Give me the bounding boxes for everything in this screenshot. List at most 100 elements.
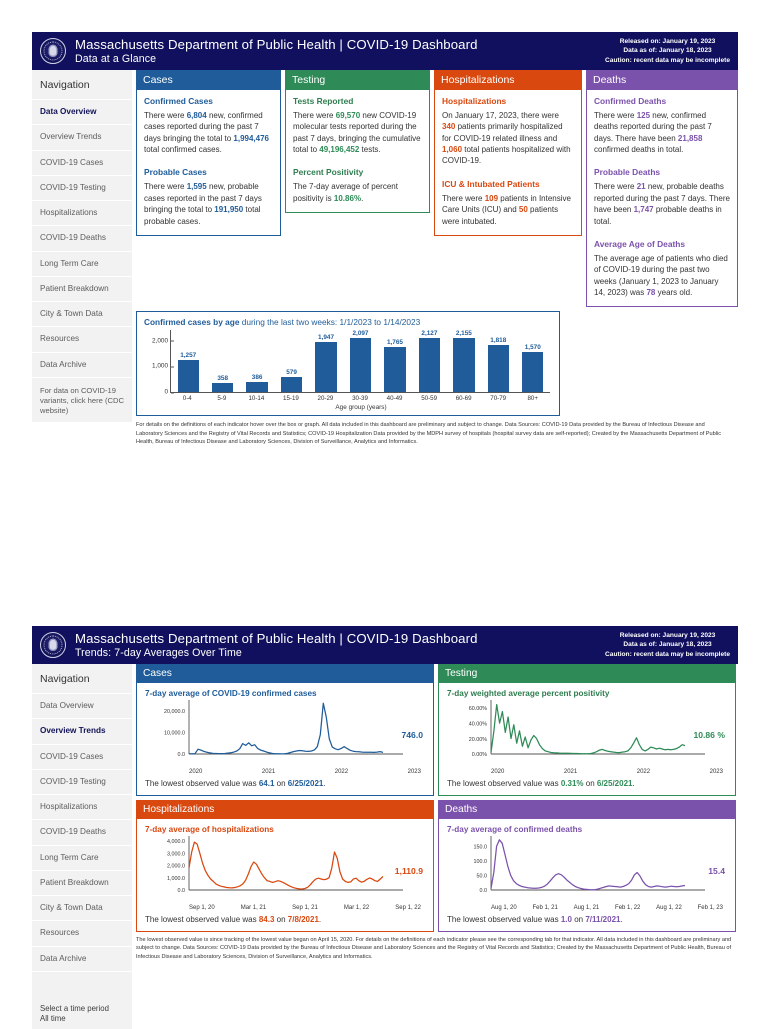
sidebar-item-covid-19-deaths[interactable]: COVID-19 Deaths <box>32 225 132 251</box>
svg-text:0.0: 0.0 <box>178 888 186 894</box>
sidebar-item-patient-breakdown[interactable]: Patient Breakdown <box>32 275 132 301</box>
sidebar-item-long-term-care[interactable]: Long Term Care <box>32 250 132 276</box>
bar-column[interactable]: 579 <box>274 330 308 393</box>
bar-value-label: 1,765 <box>386 338 403 346</box>
bar-chart-x-tick: 40-49 <box>386 395 403 403</box>
bar <box>177 359 199 393</box>
sidebar-item-overview-trends[interactable]: Overview Trends <box>32 124 132 150</box>
bar-chart-x-tick: 80+ <box>527 395 538 403</box>
percent-positivity-value: 10.86 <box>333 193 354 203</box>
trend-card-testing: Testing 7-day weighted average percent po… <box>438 664 736 796</box>
svg-text:0.00%: 0.00% <box>472 752 487 758</box>
sidebar-item-long-term-care[interactable]: Long Term Care <box>32 844 132 870</box>
tests-reported-text: There were 69,570 new COVID-19 molecular… <box>293 111 421 155</box>
sidebar-item-city-town-data[interactable]: City & Town Data <box>32 895 132 921</box>
trend-x-tick: 2021 <box>563 769 578 775</box>
bar-value-label: 1,570 <box>524 343 541 351</box>
bar-chart-x-axis: 0-4 5-9 10-14 15-19 20-29 30-39 40-49 50-59 60-6… <box>170 395 550 402</box>
trend-card-header: Cases <box>137 665 433 683</box>
bar <box>487 345 509 393</box>
bar-column[interactable]: 1,947 <box>309 330 343 393</box>
header-title: Massachusetts Department of Public Healt… <box>75 36 478 52</box>
sidebar-item-covid-19-testing[interactable]: COVID-19 Testing <box>32 174 132 200</box>
sidebar-item-data-overview[interactable]: Data Overview <box>32 693 132 719</box>
trend-chart-title: 7-day weighted average percent positivit… <box>447 689 610 698</box>
header-titles: Massachusetts Department of Public Healt… <box>75 631 478 659</box>
bar <box>349 338 372 393</box>
trend-chart-title: 7-day average of confirmed deaths <box>447 825 583 834</box>
svg-text:100.0: 100.0 <box>474 859 488 865</box>
sidebar-item-resources[interactable]: Resources <box>32 920 132 946</box>
sidebar-item-resources[interactable]: Resources <box>32 326 132 352</box>
trend-x-tick: Sep 1, 21 <box>292 905 318 911</box>
time-period-select[interactable]: All time <box>40 1013 66 1023</box>
sidebar-item-data-archive[interactable]: Data Archive <box>32 351 132 377</box>
intubated-value: 50 <box>518 205 528 215</box>
bar-column[interactable]: 2,127 <box>412 330 446 393</box>
sidebar-item-covid-19-cases[interactable]: COVID-19 Cases <box>32 743 132 769</box>
sidebar-item-hospitalizations[interactable]: Hospitalizations <box>32 794 132 820</box>
percent-positivity-title: Percent Positivity <box>293 167 364 178</box>
svg-text:50.0: 50.0 <box>477 874 488 880</box>
probable-cases-new-value: 1,595 <box>186 182 207 192</box>
bar-value-label: 358 <box>217 375 229 383</box>
trend-x-tick: Sep 1, 20 <box>189 905 215 911</box>
sidebar-item-covid-19-testing[interactable]: COVID-19 Testing <box>32 768 132 794</box>
hosp-primary-value: 340 <box>442 122 456 132</box>
bar-column[interactable]: 358 <box>205 330 239 393</box>
bar-column[interactable]: 1,257 <box>171 330 205 393</box>
trend-plot-area: 0.0 50.0 100.0 150.0 15.4 <box>447 836 727 904</box>
probable-deaths-new-value: 21 <box>636 182 646 192</box>
bar-column[interactable]: 1,818 <box>481 330 515 393</box>
bar-column[interactable]: 386 <box>240 330 274 393</box>
bar-column[interactable]: 2,155 <box>447 330 481 393</box>
sidebar-item-city-town-data[interactable]: City & Town Data <box>32 301 132 327</box>
nav-title: Navigation <box>40 79 90 91</box>
sidebar-item-data-overview[interactable]: Data Overview <box>32 99 132 125</box>
svg-text:150.0: 150.0 <box>474 844 488 850</box>
trend-x-tick: Mar 1, 22 <box>343 905 370 911</box>
bar-chart-y-tick: 2,000 <box>152 337 174 344</box>
dashboard-page-overview-trends: Massachusetts Department of Public Healt… <box>32 626 738 1029</box>
sidebar-item-hospitalizations[interactable]: Hospitalizations <box>32 200 132 226</box>
trend-card-header: Deaths <box>439 801 735 819</box>
bar <box>418 338 441 393</box>
sidebar-item-covid-19-deaths[interactable]: COVID-19 Deaths <box>32 819 132 845</box>
trend-lowest-value-text: The lowest observed value was 84.3 on 7/… <box>145 915 322 924</box>
bar-column[interactable]: 1,570 <box>516 330 550 393</box>
variant-data-link[interactable]: For data on COVID-19 variants, click her… <box>32 376 132 422</box>
card-hospitalizations: Hospitalizations Hospitalizations On Jan… <box>434 70 582 236</box>
trend-lowest-value-text: The lowest observed value was 64.1 on 6/… <box>145 779 326 788</box>
confirmed-cases-by-age-chart: Confirmed cases by age during the last t… <box>136 311 560 417</box>
sidebar-item-overview-trends[interactable]: Overview Trends <box>32 718 132 744</box>
sidebar-item-patient-breakdown[interactable]: Patient Breakdown <box>32 869 132 895</box>
svg-text:4,000.0: 4,000.0 <box>167 839 185 845</box>
released-on-text: Released on: January 19, 2023 <box>619 631 716 639</box>
trend-x-tick: 2020 <box>491 769 505 775</box>
trend-chart-title: 7-day average of hospitalizations <box>145 825 274 834</box>
sidebar-item-covid-19-cases[interactable]: COVID-19 Cases <box>32 149 132 175</box>
confirmed-deaths-text: There were 125 new, confirmed deaths rep… <box>594 111 712 155</box>
header-meta: Released on: January 19, 2023 Data as of… <box>605 631 730 659</box>
card-deaths: Deaths Confirmed Deaths There were 125 n… <box>586 70 738 308</box>
bar-column[interactable]: 2,097 <box>343 330 377 393</box>
svg-text:60.00%: 60.00% <box>469 706 487 712</box>
svg-text:1,000.0: 1,000.0 <box>167 876 185 882</box>
sidebar-item-data-archive[interactable]: Data Archive <box>32 945 132 971</box>
card-testing-header: Testing <box>286 71 429 90</box>
page2-header: Massachusetts Department of Public Healt… <box>32 626 738 664</box>
bar-value-label: 2,155 <box>455 330 472 338</box>
svg-text:40.00%: 40.00% <box>469 721 487 727</box>
bar-chart-title: Confirmed cases by age during the last t… <box>144 317 421 328</box>
header-titles: Massachusetts Department of Public Healt… <box>75 37 478 65</box>
bar-value-label: 2,097 <box>352 330 369 338</box>
bar-column[interactable]: 1,765 <box>378 330 412 393</box>
trend-plot-area: 0.0 10,000.0 20,000.0 746.0 <box>145 700 425 768</box>
card-cases: Cases Confirmed Cases There were 6,804 n… <box>136 70 281 236</box>
confirmed-deaths-total-value: 21,858 <box>677 133 703 143</box>
bar-chart-x-tick: 0-4 <box>182 395 192 403</box>
sidebar-spacer <box>32 970 132 998</box>
bar-chart-x-tick: 70-79 <box>490 395 507 403</box>
svg-text:2,000.0: 2,000.0 <box>167 864 185 870</box>
svg-text:0.0: 0.0 <box>178 752 186 758</box>
